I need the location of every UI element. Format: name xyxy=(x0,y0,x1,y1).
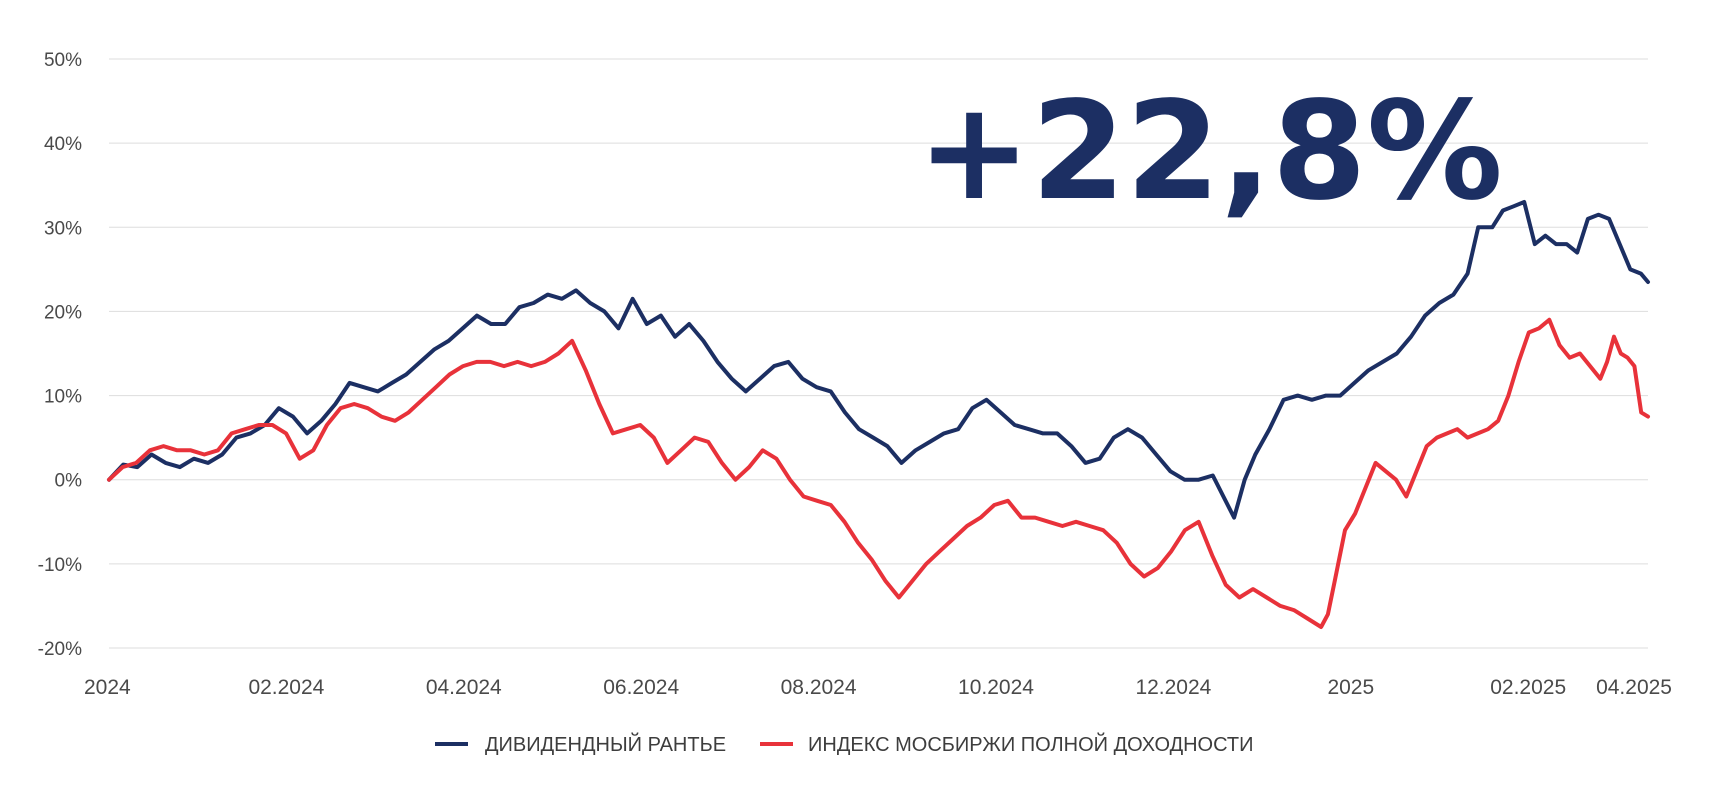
y-tick-label: 10% xyxy=(44,387,82,408)
x-tick-label: 04.2025 xyxy=(1596,676,1672,699)
headline-return: +22,8% xyxy=(917,73,1503,231)
x-tick-label: 02.2024 xyxy=(248,676,324,699)
y-axis-ticks: 50% 40% 30% 20% 10% 0% -10% -20% xyxy=(38,50,82,660)
x-tick-label: 2024 xyxy=(84,676,131,699)
x-tick-label: 06.2024 xyxy=(603,676,679,699)
x-axis-ticks: 2024 02.2024 04.2024 06.2024 08.2024 10.2024 1… xyxy=(84,676,1672,699)
legend: ДИВИДЕНДНЫЙ РАНТЬЕ ИНДЕКС МОСБИРЖИ ПОЛНО… xyxy=(435,732,1253,756)
y-tick-label: 30% xyxy=(44,218,82,239)
x-tick-label: 08.2024 xyxy=(781,676,857,699)
y-tick-label: 40% xyxy=(44,134,82,155)
series-line-dividend-rentier xyxy=(107,200,1650,520)
series-lines xyxy=(107,200,1650,629)
y-tick-label: 50% xyxy=(44,50,82,71)
y-tick-label: -20% xyxy=(38,639,82,660)
y-tick-label: 20% xyxy=(44,302,82,323)
legend-label-dividend-rentier: ДИВИДЕНДНЫЙ РАНТЬЕ xyxy=(485,732,726,756)
x-tick-label: 2025 xyxy=(1327,676,1374,699)
x-tick-label: 02.2025 xyxy=(1490,676,1566,699)
y-tick-label: -10% xyxy=(38,555,82,576)
grid-lines xyxy=(109,58,1648,649)
x-tick-label: 12.2024 xyxy=(1135,676,1211,699)
legend-label-moex-total-return: ИНДЕКС МОСБИРЖИ ПОЛНОЙ ДОХОДНОСТИ xyxy=(808,732,1253,756)
x-tick-label: 10.2024 xyxy=(958,676,1034,699)
series-line-moex-total-return xyxy=(107,317,1650,629)
y-tick-label: 0% xyxy=(55,471,83,492)
x-tick-label: 04.2024 xyxy=(426,676,502,699)
